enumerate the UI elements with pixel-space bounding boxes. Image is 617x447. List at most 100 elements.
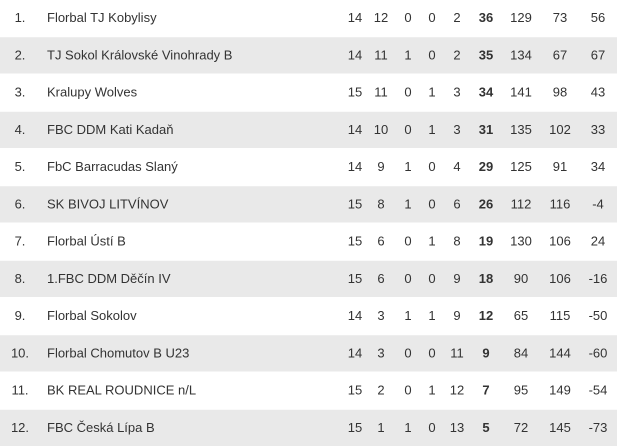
goals-for: 90 [514,271,528,286]
wins: 6 [377,271,384,286]
games: 15 [348,271,362,286]
row-background [0,0,617,37]
row-background [0,298,617,335]
ot-wins: 1 [404,420,411,435]
row-background [0,74,617,111]
losses: 6 [453,196,460,211]
goals-for: 141 [510,85,532,100]
goals-for: 134 [510,47,532,62]
goal-diff: 56 [591,10,605,25]
team-name: SK BIVOJ LITVÍNOV [47,196,169,211]
ot-losses: 0 [428,420,435,435]
goal-diff: 43 [591,85,605,100]
wins: 12 [374,10,388,25]
ot-losses: 0 [428,196,435,211]
ot-wins: 1 [404,47,411,62]
ot-wins: 0 [404,85,411,100]
row-background [0,372,617,409]
team-name: FBC DDM Kati Kadaň [47,122,173,137]
ot-losses: 0 [428,159,435,174]
goals-for: 129 [510,10,532,25]
ot-wins: 1 [404,159,411,174]
games: 15 [348,420,362,435]
losses: 3 [453,85,460,100]
games: 15 [348,196,362,211]
wins: 11 [374,47,388,62]
rank: 7. [15,234,26,249]
wins: 1 [377,420,384,435]
ot-losses: 1 [428,85,435,100]
points: 7 [482,383,489,398]
losses: 11 [450,345,464,360]
ot-wins: 0 [404,122,411,137]
goal-diff: 67 [591,47,605,62]
ot-losses: 0 [428,47,435,62]
games: 14 [348,47,362,62]
losses: 13 [450,420,464,435]
rank: 4. [15,122,26,137]
goals-against: 91 [553,159,567,174]
goals-for: 95 [514,383,528,398]
goals-against: 106 [549,234,571,249]
ot-wins: 0 [404,271,411,286]
team-name: Florbal Ústí B [47,234,126,249]
rank: 9. [15,308,26,323]
goals-against: 102 [549,122,571,137]
points: 5 [482,420,489,435]
rank: 12. [11,420,29,435]
losses: 9 [453,308,460,323]
goals-against: 106 [549,271,571,286]
games: 14 [348,10,362,25]
games: 14 [348,159,362,174]
row-background [0,260,617,297]
goals-against: 115 [550,308,571,323]
team-name: TJ Sokol Královské Vinohrady B [47,47,232,62]
goals-for: 84 [514,345,528,360]
goal-diff: -60 [589,345,608,360]
ot-wins: 1 [404,196,411,211]
points: 36 [479,10,493,25]
ot-losses: 0 [428,271,435,286]
goals-against: 73 [553,10,567,25]
goals-against: 98 [553,85,567,100]
goal-diff: -4 [592,196,604,211]
points: 12 [479,308,493,323]
row-background [0,111,617,148]
wins: 6 [377,234,384,249]
ot-losses: 1 [428,234,435,249]
wins: 9 [377,159,384,174]
ot-losses: 1 [428,122,435,137]
goals-against: 116 [550,196,571,211]
rank: 10. [11,345,29,360]
wins: 11 [374,85,388,100]
team-name: 1.FBC DDM Děčín IV [47,271,171,286]
ot-wins: 0 [404,345,411,360]
points: 34 [479,85,494,100]
goals-for: 65 [514,308,528,323]
points: 29 [479,159,493,174]
games: 15 [348,383,362,398]
rank: 2. [15,47,26,62]
ot-wins: 1 [404,308,411,323]
rank: 3. [15,85,26,100]
goals-for: 72 [514,420,528,435]
losses: 2 [453,10,460,25]
wins: 3 [377,345,384,360]
points: 26 [479,196,493,211]
losses: 12 [450,383,464,398]
goal-diff: -50 [589,308,608,323]
ot-wins: 0 [404,10,411,25]
goal-diff: 24 [591,234,605,249]
goal-diff: -16 [589,271,608,286]
wins: 8 [377,196,384,211]
losses: 3 [453,122,460,137]
goals-for: 130 [510,234,532,249]
games: 15 [348,85,362,100]
wins: 10 [374,122,388,137]
team-name: BK REAL ROUDNICE n/L [47,383,196,398]
losses: 2 [453,47,460,62]
row-background [0,335,617,372]
goals-for: 135 [510,122,532,137]
goals-against: 67 [553,47,567,62]
rank: 6. [15,196,26,211]
